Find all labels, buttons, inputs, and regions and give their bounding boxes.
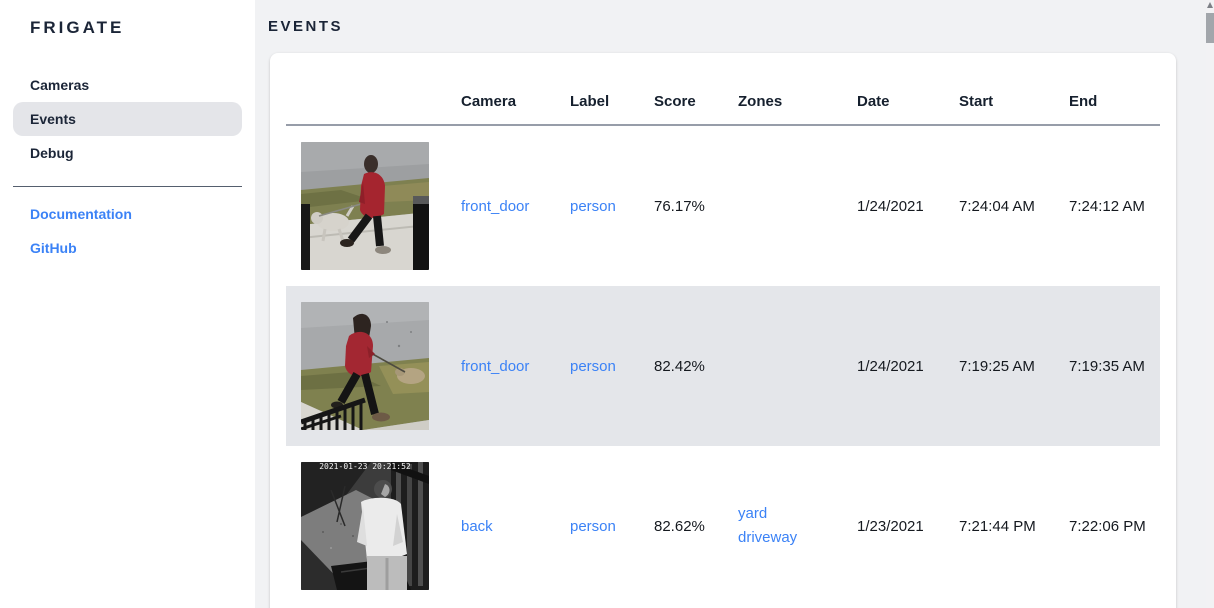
event-score: 76.17% — [654, 197, 705, 215]
table-row[interactable]: front_door person 76.17% 1/24/2021 7:24:… — [286, 126, 1160, 286]
column-header-score: Score — [654, 93, 696, 110]
thumbnail-timestamp-overlay: 2021-01-23 20:21:52 — [319, 462, 411, 471]
table-row[interactable]: 2021-01-23 20:21:52 back person 82.62% y… — [286, 446, 1160, 606]
event-zone-link[interactable]: yard — [738, 505, 768, 522]
column-header-end: End — [1069, 93, 1098, 110]
event-score: 82.42% — [654, 357, 705, 375]
column-header-zones: Zones — [738, 93, 783, 110]
event-start-time: 7:24:04 AM — [959, 197, 1035, 215]
sidebar-item-label: Events — [30, 111, 76, 127]
sidebar-link-label: Documentation — [30, 206, 132, 222]
event-start-time: 7:19:25 AM — [959, 357, 1035, 375]
sidebar-item-label: Debug — [30, 145, 74, 161]
app-logo[interactable]: FRIGATE — [30, 18, 125, 37]
table-header-row: Camera Label Score Zones Date Start End — [286, 53, 1160, 126]
event-end-time: 7:19:35 AM — [1069, 357, 1145, 375]
event-score: 82.62% — [654, 517, 705, 535]
event-end-time: 7:24:12 AM — [1069, 197, 1145, 215]
main-content: EVENTS Camera Label Score Zones Date Sta… — [255, 0, 1206, 608]
event-thumbnail[interactable] — [301, 302, 429, 430]
page-title: EVENTS — [268, 18, 344, 35]
sidebar-link-label: GitHub — [30, 240, 77, 256]
column-header-camera: Camera — [461, 93, 517, 110]
table-row[interactable]: front_door person 82.42% 1/24/2021 7:19:… — [286, 286, 1160, 446]
column-header-label: Label — [570, 93, 610, 110]
sidebar-divider — [13, 186, 242, 187]
scroll-up-arrow-icon[interactable] — [1207, 2, 1213, 8]
vertical-scrollbar[interactable] — [1206, 0, 1214, 608]
sidebar-item-debug[interactable]: Debug — [13, 136, 242, 170]
column-header-start: Start — [959, 93, 994, 110]
event-start-time: 7:21:44 PM — [959, 517, 1036, 535]
event-label-link[interactable]: person — [570, 517, 616, 535]
sidebar-item-cameras[interactable]: Cameras — [13, 68, 242, 102]
sidebar: FRIGATE Cameras Events Debug Documentati… — [0, 0, 255, 608]
event-camera-link[interactable]: front_door — [461, 357, 530, 375]
event-date: 1/23/2021 — [857, 517, 924, 535]
sidebar-link-github[interactable]: GitHub — [13, 231, 242, 265]
event-end-time: 7:22:06 PM — [1069, 517, 1146, 535]
event-thumbnail[interactable]: 2021-01-23 20:21:52 — [301, 462, 429, 590]
column-header-date: Date — [857, 93, 890, 110]
event-label-link[interactable]: person — [570, 197, 616, 215]
event-camera-link[interactable]: back — [461, 517, 493, 535]
event-thumbnail[interactable] — [301, 142, 429, 270]
event-camera-link[interactable]: front_door — [461, 197, 530, 215]
scrollbar-thumb[interactable] — [1206, 13, 1214, 43]
sidebar-nav: Cameras Events Debug Documentation GitHu… — [0, 68, 255, 265]
event-date: 1/24/2021 — [857, 357, 924, 375]
event-zone-link[interactable]: driveway — [738, 529, 798, 546]
sidebar-link-documentation[interactable]: Documentation — [13, 197, 242, 231]
event-thumbnail-cell — [286, 302, 461, 430]
sidebar-item-events[interactable]: Events — [13, 102, 242, 136]
event-label-link[interactable]: person — [570, 357, 616, 375]
events-card: Camera Label Score Zones Date Start End — [270, 53, 1176, 608]
sidebar-item-label: Cameras — [30, 77, 90, 93]
event-date: 1/24/2021 — [857, 197, 924, 215]
event-thumbnail-cell: 2021-01-23 20:21:52 — [286, 462, 461, 590]
event-zones: yard driveway — [738, 502, 857, 550]
event-thumbnail-cell — [286, 142, 461, 270]
